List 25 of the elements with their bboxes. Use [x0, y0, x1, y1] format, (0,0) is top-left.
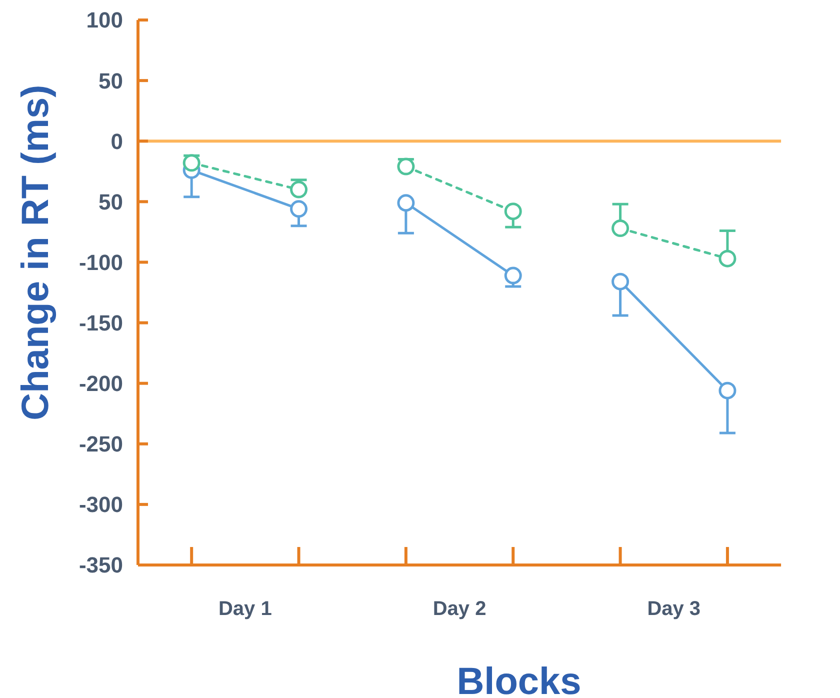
x-axis-title: Blocks — [456, 661, 582, 698]
y-tick-label: -100 — [78, 250, 123, 275]
point — [290, 180, 308, 198]
y-tick-label: 0 — [110, 128, 123, 154]
y-tick-label: 100 — [86, 8, 123, 33]
point — [397, 194, 415, 212]
point — [290, 200, 308, 218]
point — [718, 382, 736, 400]
y-tick-label: -150 — [78, 310, 123, 336]
point — [504, 202, 522, 220]
text: Day 3 — [647, 598, 701, 620]
y-axis-title: Change in RT (ms) — [15, 84, 57, 420]
point — [612, 272, 630, 290]
point — [397, 158, 415, 176]
y-tick-label: -250 — [78, 432, 123, 457]
y-tick-label: -300 — [78, 492, 123, 518]
text: Day 2 — [432, 598, 486, 620]
y-tick-label: -200 — [78, 371, 123, 396]
y-tick-label: 50 — [98, 68, 123, 94]
y-tick-label: 50 — [98, 189, 123, 214]
y-tick-label: -350 — [78, 552, 123, 578]
point — [718, 250, 736, 268]
point — [612, 220, 630, 238]
text: Day 1 — [218, 598, 272, 620]
point — [182, 154, 200, 172]
